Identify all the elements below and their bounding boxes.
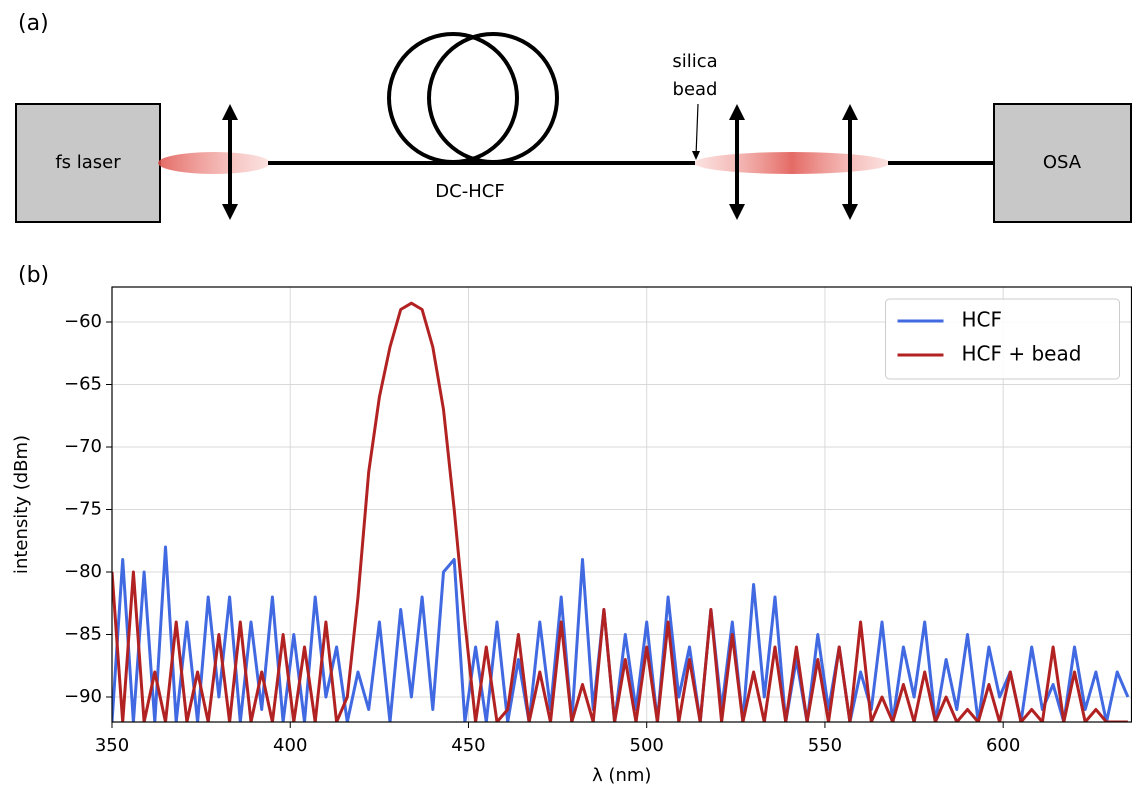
bead-arrow-head <box>692 151 700 160</box>
series-line <box>112 545 1130 722</box>
x-tick-label: 600 <box>986 735 1020 756</box>
legend-box <box>885 298 1120 380</box>
series-line <box>112 301 1128 722</box>
panel-label: (b) <box>18 263 49 288</box>
fiber-coil <box>387 32 519 164</box>
fiber-label: DC-HCF <box>435 181 504 202</box>
diagram: (a) fs laser OSA DC-HCF silica bead (b) <box>15 11 1132 288</box>
fiber-coil <box>427 32 559 164</box>
x-tick-label: 400 <box>273 735 307 756</box>
y-tick-label: −70 <box>64 436 102 457</box>
plot: 350 400 450 500 550 600 −90 −85 −80 −75 −70 −65 −60 λ… <box>11 286 1132 786</box>
x-tick-label: 500 <box>630 735 664 756</box>
laser-box <box>15 103 161 223</box>
bead-label: silica <box>672 51 717 72</box>
bead-arrow <box>695 103 699 157</box>
legend-label: HCF <box>962 308 1003 332</box>
x-tick-label: 350 <box>95 735 129 756</box>
osa-label: OSA <box>1043 152 1082 173</box>
beam <box>158 152 270 174</box>
y-tick-label: −75 <box>64 499 102 520</box>
y-tick-label: −90 <box>64 686 102 707</box>
y-tick-label: −60 <box>64 311 102 332</box>
x-axis-label: λ (nm) <box>592 765 651 786</box>
y-tick-label: −80 <box>64 561 102 582</box>
x-tick-label: 450 <box>451 735 485 756</box>
y-axis-label: intensity (dBm) <box>11 435 32 574</box>
y-tick-label: −65 <box>64 374 102 395</box>
osa-box <box>993 103 1132 223</box>
panel-label: (a) <box>18 11 49 36</box>
bead-label: bead <box>673 79 718 100</box>
x-tick-label: 550 <box>808 735 842 756</box>
legend-label: HCF + bead <box>962 342 1082 366</box>
y-tick-label: −85 <box>64 624 102 645</box>
laser-label: fs laser <box>55 152 121 173</box>
beam <box>694 152 890 174</box>
